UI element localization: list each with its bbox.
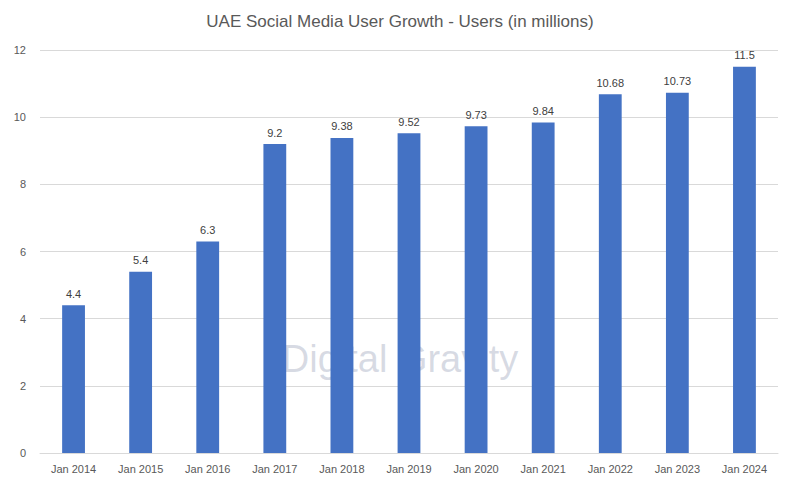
svg-text:9.38: 9.38: [331, 120, 352, 132]
svg-text:9.2: 9.2: [267, 127, 282, 139]
svg-text:Jan 2014: Jan 2014: [51, 463, 96, 475]
svg-text:Jan 2016: Jan 2016: [185, 463, 230, 475]
svg-text:Jan 2015: Jan 2015: [118, 463, 163, 475]
svg-text:9.52: 9.52: [398, 116, 419, 128]
svg-text:11.5: 11.5: [734, 49, 755, 61]
svg-text:4: 4: [20, 313, 26, 325]
svg-text:UAE Social Media User Growth -: UAE Social Media User Growth - Users (in…: [206, 12, 593, 31]
svg-text:Jan 2019: Jan 2019: [386, 463, 431, 475]
svg-text:8: 8: [20, 178, 26, 190]
svg-text:12: 12: [14, 44, 26, 56]
svg-text:6.3: 6.3: [200, 224, 215, 236]
svg-text:Jan 2020: Jan 2020: [453, 463, 498, 475]
svg-text:Jan 2023: Jan 2023: [655, 463, 700, 475]
svg-text:Jan 2024: Jan 2024: [722, 463, 767, 475]
svg-text:4.4: 4.4: [66, 288, 81, 300]
svg-text:2: 2: [20, 380, 26, 392]
svg-text:10: 10: [14, 111, 26, 123]
svg-text:0: 0: [20, 447, 26, 459]
svg-text:5.4: 5.4: [133, 254, 148, 266]
svg-text:9.73: 9.73: [465, 109, 486, 121]
svg-text:Jan 2017: Jan 2017: [252, 463, 297, 475]
svg-text:10.73: 10.73: [664, 75, 692, 87]
svg-text:Jan 2022: Jan 2022: [588, 463, 633, 475]
svg-text:6: 6: [20, 246, 26, 258]
svg-text:10.68: 10.68: [597, 77, 625, 89]
svg-text:Jan 2021: Jan 2021: [521, 463, 566, 475]
svg-text:9.84: 9.84: [532, 105, 553, 117]
svg-text:Jan 2018: Jan 2018: [319, 463, 364, 475]
